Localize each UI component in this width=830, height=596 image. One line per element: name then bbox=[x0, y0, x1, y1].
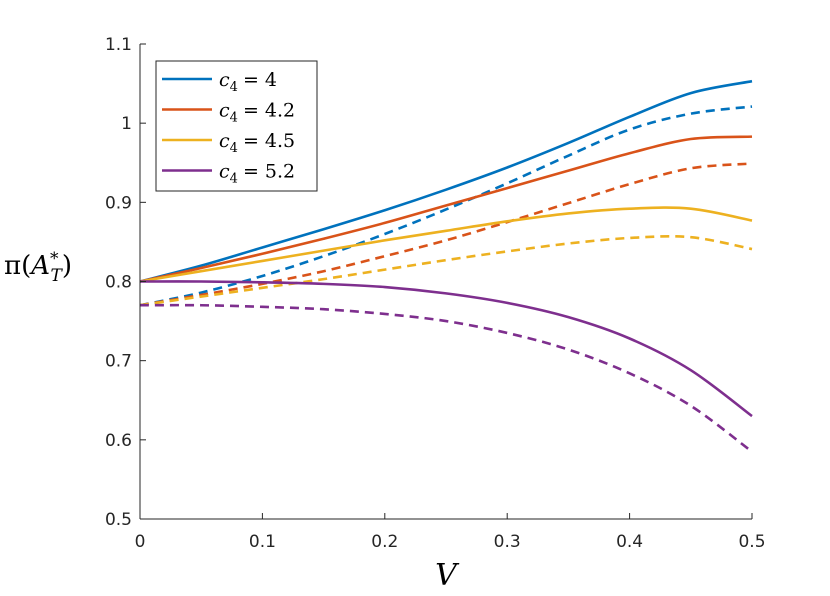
x-tick-label: 0.3 bbox=[494, 532, 521, 552]
y-tick-label: 0.7 bbox=[105, 352, 132, 372]
y-tick-label: 1 bbox=[121, 114, 132, 134]
y-tick-label: 1.1 bbox=[105, 35, 132, 55]
legend-var-sub: 4 bbox=[230, 111, 238, 126]
x-axis-label: V bbox=[435, 558, 460, 593]
x-tick-label: 0.5 bbox=[738, 532, 765, 552]
legend-var-sub: 4 bbox=[230, 172, 238, 187]
legend-value: = 4 bbox=[243, 69, 277, 91]
series-line-dashed bbox=[139, 105, 753, 307]
y-label-pi: π( bbox=[4, 251, 31, 281]
y-tick-label: 0.8 bbox=[105, 273, 132, 293]
legend-value: = 4.5 bbox=[243, 130, 295, 152]
y-label-sub: T bbox=[51, 266, 64, 286]
legend-value: = 4.2 bbox=[243, 100, 295, 122]
x-tick-label: 0.2 bbox=[371, 532, 398, 552]
y-tick-label: 0.9 bbox=[105, 193, 132, 213]
y-axis-label: π(A* T) bbox=[4, 249, 72, 286]
y-label-a: A bbox=[29, 251, 50, 281]
legend-var-sub: 4 bbox=[230, 80, 238, 95]
y-tick-label: 0.5 bbox=[105, 510, 132, 530]
legend-var-sub: 4 bbox=[230, 141, 238, 156]
series-line-solid bbox=[139, 280, 753, 418]
legend-entry-label: c4 = 5.2 bbox=[219, 161, 295, 187]
legend-var: c bbox=[219, 100, 230, 122]
x-tick-label: 0.1 bbox=[249, 532, 276, 552]
legend-var: c bbox=[219, 130, 230, 152]
legend-var: c bbox=[219, 161, 230, 183]
ticks-layer: 0 0.1 0.2 0.3 0.4 0.5 0.5 0.6 0.7 0.8 0.9 1 1.1 bbox=[105, 35, 766, 552]
legend-entry-label: c4 = 4.5 bbox=[219, 130, 295, 156]
legend-entry-label: c4 = 4.2 bbox=[219, 100, 295, 126]
x-tick-label: 0.4 bbox=[616, 532, 643, 552]
series-line-solid bbox=[139, 79, 753, 283]
x-tick-label: 0 bbox=[135, 532, 146, 552]
legend: c4 = 4c4 = 4.2c4 = 4.5c4 = 5.2 bbox=[155, 60, 318, 192]
legend-var: c bbox=[219, 69, 230, 91]
legend-value: = 5.2 bbox=[243, 161, 295, 183]
y-tick-label: 0.6 bbox=[105, 431, 132, 451]
y-label-close: ) bbox=[62, 251, 72, 281]
series-layer bbox=[139, 79, 753, 453]
legend-entry-label: c4 = 4 bbox=[219, 69, 277, 95]
series-line-dashed bbox=[139, 235, 753, 307]
series-line-solid bbox=[139, 135, 753, 283]
y-label-star: * bbox=[50, 249, 59, 269]
series-line-solid bbox=[139, 206, 753, 283]
series-line-dashed bbox=[139, 303, 753, 453]
series-line-dashed bbox=[139, 162, 753, 307]
